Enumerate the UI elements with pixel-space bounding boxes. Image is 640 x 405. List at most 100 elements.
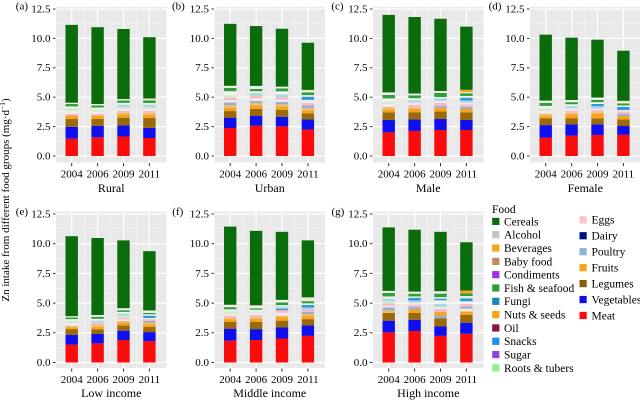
- svg-text:2006: 2006: [404, 374, 427, 386]
- svg-text:5.0: 5.0: [511, 92, 525, 104]
- svg-text:2006: 2006: [87, 374, 110, 386]
- svg-text:0.0: 0.0: [511, 150, 525, 162]
- svg-text:2006: 2006: [245, 374, 268, 386]
- svg-text:10.0: 10.0: [31, 238, 51, 250]
- svg-text:2.5: 2.5: [354, 327, 368, 339]
- svg-text:Dairy: Dairy: [592, 231, 618, 243]
- svg-text:12.5: 12.5: [348, 3, 368, 15]
- svg-text:Rural: Rural: [98, 181, 125, 195]
- svg-text:2009: 2009: [430, 169, 453, 181]
- svg-text:2009: 2009: [587, 169, 610, 181]
- svg-text:Beverages: Beverages: [504, 243, 552, 255]
- svg-text:12.5: 12.5: [31, 208, 51, 220]
- svg-text:0.0: 0.0: [37, 357, 51, 369]
- svg-text:(e): (e): [16, 206, 29, 218]
- svg-text:2.5: 2.5: [37, 121, 51, 133]
- svg-text:Fish & seafood: Fish & seafood: [504, 283, 575, 295]
- svg-text:Food: Food: [492, 204, 516, 216]
- svg-text:12.5: 12.5: [190, 3, 210, 15]
- svg-text:2004: 2004: [219, 374, 242, 386]
- svg-text:Baby food: Baby food: [504, 256, 552, 268]
- svg-text:2011: 2011: [456, 169, 478, 181]
- svg-text:12.5: 12.5: [190, 208, 210, 220]
- svg-text:10.0: 10.0: [348, 238, 368, 250]
- svg-text:5.0: 5.0: [354, 298, 368, 310]
- svg-text:2009: 2009: [113, 169, 136, 181]
- svg-text:2011: 2011: [456, 374, 478, 386]
- svg-text:(f): (f): [172, 206, 183, 218]
- svg-text:High income: High income: [397, 386, 459, 400]
- svg-text:(a): (a): [16, 1, 29, 13]
- svg-text:10.0: 10.0: [348, 33, 368, 45]
- svg-text:Zn intake from different food: Zn intake from different food groups (mg…: [0, 98, 12, 302]
- svg-text:5.0: 5.0: [195, 298, 209, 310]
- svg-text:Snacks: Snacks: [504, 336, 537, 348]
- svg-text:2004: 2004: [61, 169, 84, 181]
- svg-text:Oil: Oil: [504, 323, 519, 335]
- svg-text:(b): (b): [172, 1, 185, 13]
- svg-text:2004: 2004: [378, 374, 401, 386]
- svg-text:12.5: 12.5: [348, 208, 368, 220]
- svg-text:2011: 2011: [139, 374, 161, 386]
- svg-text:2011: 2011: [297, 374, 319, 386]
- svg-text:Male: Male: [416, 181, 441, 195]
- svg-text:2004: 2004: [219, 169, 242, 181]
- svg-text:12.5: 12.5: [505, 3, 525, 15]
- svg-text:5.0: 5.0: [37, 92, 51, 104]
- svg-text:Low income: Low income: [81, 386, 141, 400]
- svg-text:Legumes: Legumes: [592, 279, 635, 291]
- svg-text:10.0: 10.0: [190, 238, 210, 250]
- svg-text:Roots & tubers: Roots & tubers: [504, 363, 574, 375]
- svg-text:0.0: 0.0: [354, 357, 368, 369]
- svg-text:5.0: 5.0: [37, 298, 51, 310]
- svg-text:2.5: 2.5: [37, 327, 51, 339]
- svg-text:10.0: 10.0: [505, 33, 525, 45]
- svg-text:10.0: 10.0: [31, 33, 51, 45]
- svg-text:5.0: 5.0: [354, 92, 368, 104]
- svg-text:7.5: 7.5: [195, 62, 209, 74]
- svg-text:2011: 2011: [613, 169, 635, 181]
- svg-text:2004: 2004: [378, 169, 401, 181]
- svg-text:2006: 2006: [561, 169, 584, 181]
- svg-text:2009: 2009: [271, 169, 294, 181]
- svg-text:0.0: 0.0: [195, 357, 209, 369]
- svg-text:2009: 2009: [430, 374, 453, 386]
- svg-text:Sugar: Sugar: [504, 350, 531, 362]
- svg-text:2004: 2004: [535, 169, 558, 181]
- svg-text:2.5: 2.5: [354, 121, 368, 133]
- svg-text:Middle income: Middle income: [233, 386, 306, 400]
- svg-text:5.0: 5.0: [195, 92, 209, 104]
- svg-text:Female: Female: [568, 181, 603, 195]
- svg-text:7.5: 7.5: [195, 268, 209, 280]
- svg-text:7.5: 7.5: [37, 268, 51, 280]
- svg-text:2.5: 2.5: [195, 327, 209, 339]
- svg-text:10.0: 10.0: [190, 33, 210, 45]
- svg-text:2.5: 2.5: [195, 121, 209, 133]
- svg-text:Vegetables: Vegetables: [592, 294, 640, 306]
- svg-text:Meat: Meat: [592, 310, 616, 322]
- svg-text:Condiments: Condiments: [504, 270, 560, 282]
- svg-text:Cereals: Cereals: [504, 216, 539, 228]
- svg-text:2009: 2009: [113, 374, 136, 386]
- svg-text:12.5: 12.5: [31, 3, 51, 15]
- svg-text:7.5: 7.5: [511, 62, 525, 74]
- svg-text:Fungi: Fungi: [504, 296, 531, 308]
- svg-text:0.0: 0.0: [195, 150, 209, 162]
- svg-text:(d): (d): [489, 1, 502, 13]
- svg-text:0.0: 0.0: [37, 150, 51, 162]
- svg-text:Alcohol: Alcohol: [504, 230, 541, 242]
- svg-text:2009: 2009: [271, 374, 294, 386]
- svg-text:0.0: 0.0: [354, 150, 368, 162]
- svg-text:7.5: 7.5: [354, 268, 368, 280]
- svg-text:2004: 2004: [61, 374, 84, 386]
- svg-text:7.5: 7.5: [354, 62, 368, 74]
- svg-text:2011: 2011: [139, 169, 161, 181]
- svg-text:2.5: 2.5: [511, 121, 525, 133]
- svg-text:7.5: 7.5: [37, 62, 51, 74]
- svg-text:2006: 2006: [245, 169, 268, 181]
- svg-text:2011: 2011: [297, 169, 319, 181]
- svg-text:(g): (g): [332, 206, 345, 218]
- svg-text:2006: 2006: [404, 169, 427, 181]
- svg-text:2006: 2006: [87, 169, 110, 181]
- svg-text:(c): (c): [331, 1, 344, 13]
